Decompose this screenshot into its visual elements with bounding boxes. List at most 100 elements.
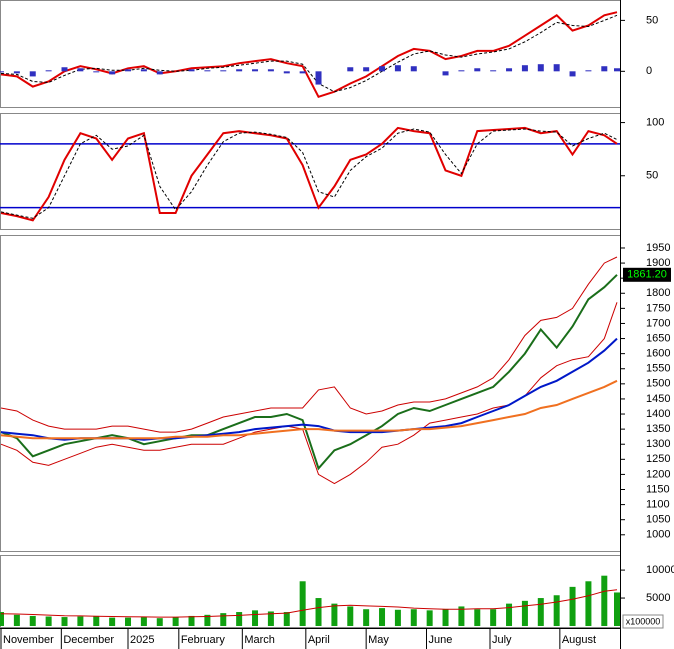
y-tick-label: 5000 — [646, 592, 670, 604]
bar — [537, 598, 544, 627]
series-line — [0, 128, 618, 219]
y-tick-label: 1800 — [646, 287, 670, 299]
series-line — [0, 126, 618, 222]
bar — [267, 69, 274, 72]
x-tick-label: June — [428, 634, 452, 646]
bar — [490, 70, 497, 72]
bar — [601, 66, 608, 72]
bar — [553, 64, 560, 72]
x-tick-label: April — [308, 634, 330, 646]
x-tick-label: August — [562, 634, 596, 646]
bar — [410, 609, 417, 627]
bar — [569, 71, 576, 77]
bar — [363, 67, 370, 72]
bar — [521, 600, 528, 627]
bar — [156, 71, 163, 75]
bar — [614, 592, 620, 627]
bar — [506, 68, 513, 72]
bar — [188, 69, 195, 72]
bar — [537, 64, 544, 72]
bar — [61, 67, 68, 72]
y-tick-label: 1750 — [646, 302, 670, 314]
bar — [125, 69, 132, 72]
y-tick-label: 50 — [646, 170, 658, 182]
y-tick-label: 1950 — [646, 242, 670, 254]
bar — [13, 614, 20, 627]
bar — [252, 69, 259, 72]
y-tick-label: 50 — [646, 14, 658, 26]
bar — [220, 70, 227, 72]
bar — [347, 606, 354, 627]
bar — [331, 603, 338, 627]
x-tick-label: 2025 — [130, 634, 154, 646]
unit-box — [622, 614, 664, 629]
y-tick-label: 1500 — [646, 378, 670, 390]
bar — [204, 614, 211, 627]
bar — [220, 613, 227, 627]
last-price-label: 1861.20 — [627, 269, 667, 281]
y-tick-label: 10000 — [646, 564, 674, 576]
x-tick-label: May — [368, 634, 389, 646]
bar — [569, 586, 576, 627]
bar — [252, 610, 259, 627]
series-line — [0, 14, 618, 93]
y-tick-label: 1050 — [646, 514, 670, 526]
bar — [426, 610, 433, 627]
y-tick-label: 1700 — [646, 317, 670, 329]
bar — [363, 609, 370, 627]
bar — [188, 615, 195, 627]
bar — [172, 617, 179, 627]
bar — [585, 581, 592, 627]
y-tick-label: 100 — [646, 116, 664, 128]
bar — [156, 618, 163, 627]
bar — [0, 71, 4, 73]
y-tick-label: 1550 — [646, 363, 670, 375]
y-tick-label: 1600 — [646, 348, 670, 360]
y-tick-label: 1300 — [646, 438, 670, 450]
bar — [347, 67, 354, 72]
x-tick-label: March — [244, 634, 275, 646]
bar — [315, 598, 322, 627]
y-tick-label: 1150 — [646, 483, 670, 495]
series-line — [0, 256, 618, 433]
x-tick-label: November — [3, 634, 54, 646]
unit-label: x100000 — [626, 616, 661, 626]
bar — [521, 65, 528, 72]
y-tick-label: 1200 — [646, 468, 670, 480]
bar — [585, 70, 592, 72]
y-tick-label: 1000 — [646, 529, 670, 541]
bar — [125, 617, 132, 627]
bar — [267, 611, 274, 627]
bar — [442, 609, 449, 627]
bar — [410, 66, 417, 72]
bar — [61, 617, 68, 627]
y-tick-label: 1650 — [646, 332, 670, 344]
bar — [299, 71, 306, 74]
bar — [283, 71, 290, 74]
bar — [236, 69, 243, 72]
bar — [283, 612, 290, 627]
y-tick-label: 1350 — [646, 423, 670, 435]
bar — [553, 595, 560, 627]
series-line — [0, 379, 618, 440]
bar — [458, 70, 465, 72]
bar — [109, 617, 116, 627]
series-line — [0, 11, 618, 99]
bar — [506, 603, 513, 627]
series-line — [0, 274, 618, 471]
x-tick-label: February — [181, 634, 226, 646]
bar — [109, 71, 116, 75]
y-tick-label: 1450 — [646, 393, 670, 405]
bar — [394, 65, 401, 72]
bar — [93, 615, 100, 627]
y-tick-label: 1400 — [646, 408, 670, 420]
bar — [140, 617, 147, 627]
bar — [45, 70, 52, 72]
bar — [29, 71, 36, 77]
bar — [379, 608, 386, 627]
series-line — [0, 589, 618, 618]
y-tick-label: 0 — [646, 65, 652, 77]
bar — [77, 616, 84, 627]
